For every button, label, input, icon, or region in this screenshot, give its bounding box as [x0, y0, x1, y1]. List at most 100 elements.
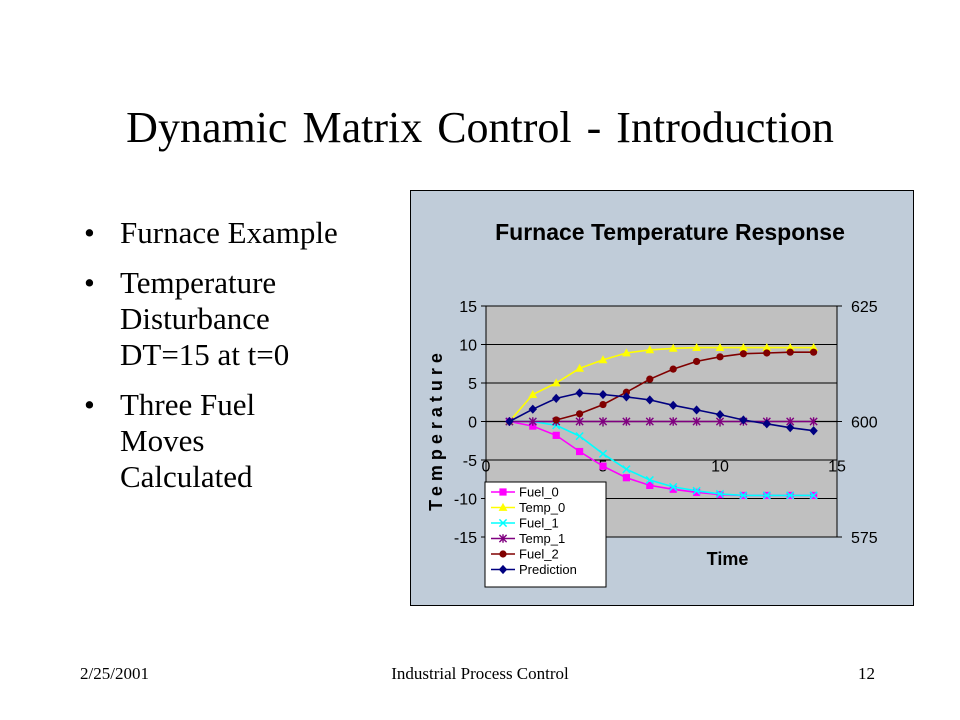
series-line: [509, 420, 814, 497]
legend-marker: [498, 502, 508, 511]
y-tick-label: -15: [454, 530, 477, 547]
slide-title: Dynamic Matrix Control - Introduction: [126, 103, 834, 152]
data-point: [622, 348, 631, 357]
x-tick-label: 15: [828, 459, 846, 476]
data-point: [645, 417, 654, 426]
x-tick-label: 10: [711, 459, 729, 476]
legend-label: Fuel_0: [519, 485, 559, 500]
data-point: [598, 449, 608, 458]
footer-date: 2/25/2001: [80, 664, 149, 683]
data-point: [692, 342, 701, 351]
data-point: [575, 417, 584, 426]
furnace-chart: Furnace Temperature Response 15 10 5 0 -5 -10 -…: [410, 190, 914, 606]
legend-item: Temp_1: [491, 531, 565, 546]
data-point: [692, 486, 701, 495]
data-point: [622, 474, 630, 482]
data-point: [669, 365, 677, 373]
bullet-line: Furnace Example: [120, 215, 338, 250]
data-point: [669, 417, 678, 426]
legend-item: Fuel_2: [491, 547, 559, 562]
series-fuel-2: [552, 348, 818, 424]
bullet-line: Temperature: [120, 265, 277, 300]
data-point: [528, 389, 538, 398]
data-point: [693, 357, 701, 366]
series-temp-0: [505, 342, 818, 425]
data-point: [762, 491, 771, 500]
bullet-line: Moves: [120, 423, 205, 458]
legend-label: Temp_0: [519, 500, 565, 515]
legend-item: Fuel_1: [491, 516, 559, 531]
data-point: [552, 431, 560, 439]
y-tick-label: -5: [463, 453, 477, 470]
y2-tick-label: 575: [851, 530, 878, 547]
legend-marker: [499, 550, 507, 558]
legend-item: Temp_0: [491, 500, 565, 515]
data-point: [715, 409, 725, 420]
bullet-line: Disturbance: [120, 301, 270, 336]
y2-tick-label: 600: [851, 415, 878, 432]
data-point: [809, 417, 818, 426]
data-point: [598, 417, 608, 426]
data-point: [552, 416, 560, 424]
data-point: [809, 426, 818, 436]
bullet-line: Calculated: [120, 459, 253, 494]
chart-title: Furnace Temperature Response: [495, 219, 845, 245]
data-point: [786, 348, 794, 356]
data-point: [575, 431, 584, 441]
data-point: [529, 422, 537, 430]
y-tick-label: 10: [459, 338, 477, 355]
bullet-line: DT=15 at t=0: [120, 337, 290, 372]
data-point: [669, 485, 677, 493]
y-axis-label: Temperature: [426, 348, 446, 511]
data-point: [505, 416, 514, 427]
data-point: [739, 350, 747, 358]
y-tick-label: 15: [459, 299, 477, 316]
data-point: [693, 488, 701, 496]
data-point: [598, 355, 608, 364]
bullet-item: Three Fuel Moves Calculated: [84, 387, 404, 495]
data-point: [786, 491, 795, 500]
x-axis-label: Time: [707, 549, 749, 569]
data-point: [762, 342, 772, 351]
data-point: [576, 447, 584, 456]
legend-marker: [498, 564, 508, 575]
data-point: [576, 410, 584, 418]
legend-marker: [498, 534, 508, 543]
data-point: [646, 375, 654, 383]
series-line: [509, 392, 814, 432]
data-point: [785, 342, 795, 351]
y2-tick-label: 625: [851, 299, 878, 316]
data-point: [809, 491, 818, 500]
data-point: [646, 481, 654, 490]
data-point: [716, 353, 724, 361]
data-point: [692, 417, 701, 426]
y-tick-label: 5: [468, 376, 477, 393]
bullet-item: Temperature Disturbance DT=15 at t=0: [84, 265, 404, 373]
data-point: [599, 400, 607, 409]
bullet-list: Furnace Example Temperature Disturbance …: [84, 215, 404, 509]
data-point: [810, 348, 818, 356]
data-point: [598, 389, 608, 400]
data-point: [528, 417, 537, 426]
data-point: [739, 342, 748, 351]
y-tick-label: 0: [468, 415, 477, 432]
legend-label: Temp_1: [519, 531, 565, 546]
data-point: [575, 363, 584, 372]
footer-title: Industrial Process Control: [391, 664, 569, 683]
data-point: [715, 489, 725, 499]
data-point: [715, 342, 725, 351]
data-point: [669, 482, 678, 492]
series-line: [508, 346, 814, 423]
data-point: [692, 405, 701, 415]
data-point: [599, 462, 607, 470]
legend-item: Fuel_0: [491, 485, 559, 500]
data-point: [551, 378, 561, 387]
legend-label: Fuel_2: [519, 547, 559, 562]
legend-label: Prediction: [519, 562, 577, 577]
data-point: [739, 491, 748, 500]
legend-marker: [499, 488, 507, 496]
legend-label: Fuel_1: [519, 516, 559, 531]
data-point: [763, 349, 771, 357]
data-point: [622, 465, 631, 474]
